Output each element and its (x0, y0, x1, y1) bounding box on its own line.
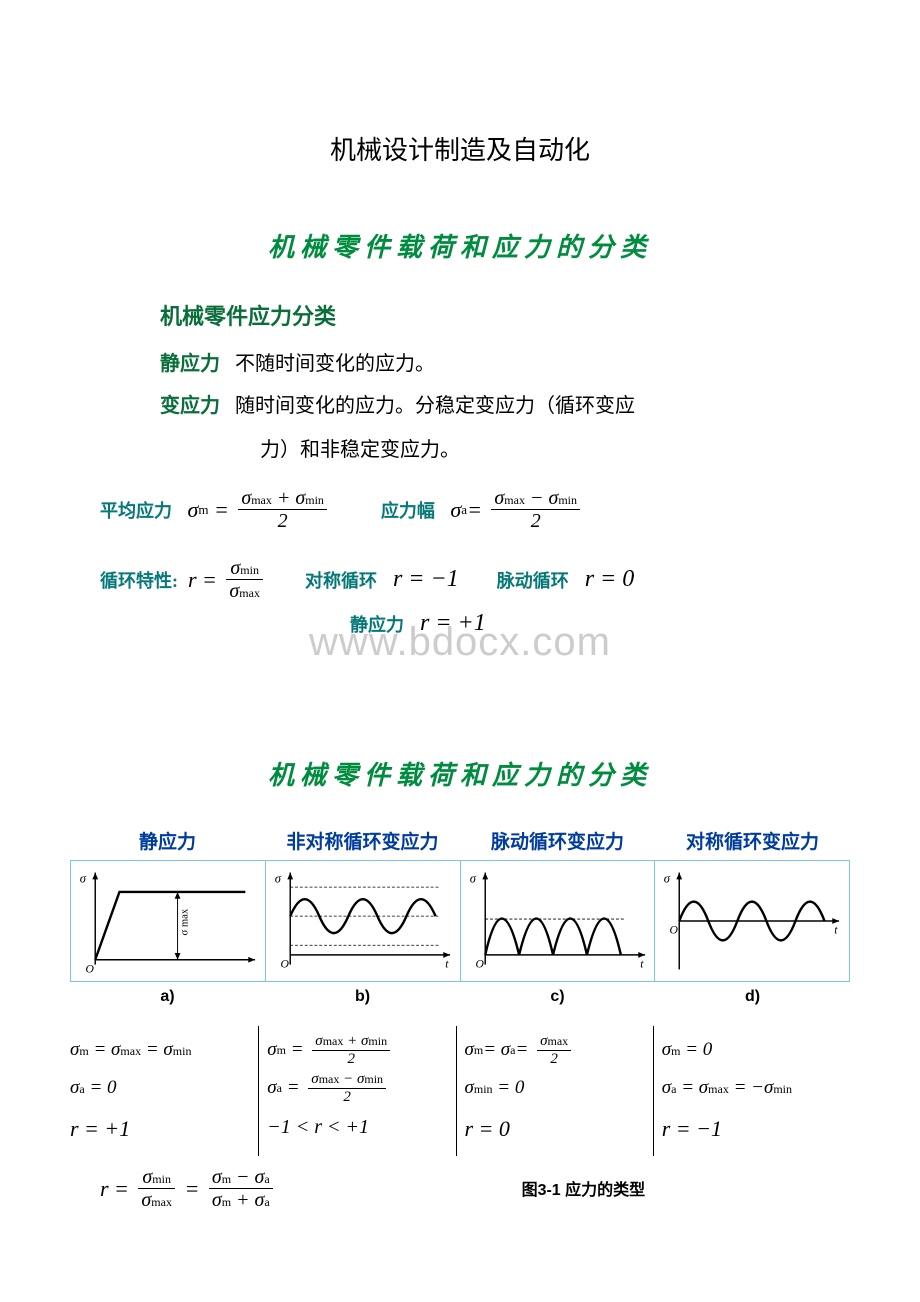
chart-row: σ O σ max σ O t σ O t (70, 860, 850, 982)
amp-label: 应力幅 (381, 497, 435, 523)
label-a: a) (70, 988, 265, 1006)
section-heading-2: 机械零件载荷和应力的分类 (70, 755, 850, 792)
svg-text:O: O (86, 962, 95, 975)
eq-col-b: σm = σmax + σmin2 σa = σmax − σmin2 −1 <… (259, 1026, 456, 1156)
svg-text:O: O (475, 958, 484, 971)
label-b: b) (265, 988, 460, 1006)
var-def-cont: 力）和非稳定变应力。 (260, 433, 850, 462)
mean-label: 平均应力 (100, 497, 172, 523)
variable-stress-def: 变应力 随时间变化的应力。分稳定变应力（循环变应 (160, 391, 850, 421)
svg-text:t: t (834, 924, 838, 937)
mean-formula: σm = σmax + σmin 2 (182, 487, 331, 532)
chart-headers: 静应力 非对称循环变应力 脉动循环变应力 对称循环变应力 (70, 827, 850, 854)
chart-a: σ O σ max (71, 861, 266, 981)
svg-text:σ max: σ max (179, 908, 190, 935)
eq-col-a: σm = σmax = σmin σa = 0 r = +1 (70, 1026, 259, 1156)
caption-row: r = σmin σmax = σm − σa σm + σa 图3-1 应力的… (70, 1156, 850, 1211)
bottom-formula: r = σmin σmax = σm − σa σm + σa (100, 1166, 277, 1211)
subsection-heading: 机械零件应力分类 (160, 299, 850, 331)
chart-c: σ O t (461, 861, 656, 981)
static-term: 静应力 (160, 349, 230, 379)
var-term: 变应力 (160, 391, 230, 421)
figure-caption: 图3-1 应力的类型 (317, 1176, 850, 1200)
pulse-label: 脉动循环 (497, 567, 569, 593)
sym-label: 对称循环 (305, 567, 377, 593)
section-heading-1: 机械零件载荷和应力的分类 (70, 227, 850, 264)
watermark: www.bdocx.com (0, 620, 920, 665)
r-formula: r = σmin σmax (188, 557, 267, 602)
chart-labels: a) b) c) d) (70, 988, 850, 1006)
equations-grid: σm = σmax = σmin σa = 0 r = +1 σm = σmax… (70, 1026, 850, 1156)
chart-b: σ O t (266, 861, 461, 981)
static-body: 不随时间变化的应力。 (235, 353, 435, 375)
amp-formula: σa = σmax − σmin 2 (445, 487, 584, 532)
r-zero: r = 0 (579, 566, 635, 593)
svg-text:O: O (280, 958, 289, 971)
mean-amp-formula: 平均应力 σm = σmax + σmin 2 应力幅 σa = σmax − … (100, 487, 850, 532)
cycle-formula-row: 循环特性: r = σmin σmax 对称循环 r = −1 脉动循环 r =… (100, 557, 850, 602)
static-stress-def: 静应力 不随时间变化的应力。 (160, 349, 850, 379)
cycle-label: 循环特性: (100, 567, 178, 593)
svg-text:O: O (670, 924, 679, 937)
label-c: c) (460, 988, 655, 1006)
header-pulse: 脉动循环变应力 (460, 827, 655, 854)
document-title: 机械设计制造及自动化 (70, 130, 850, 167)
chart-d: σ O t (655, 861, 849, 981)
label-d: d) (655, 988, 850, 1006)
eq-col-d: σm = 0 σa = σmax = −σmin r = −1 (654, 1026, 850, 1156)
svg-text:σ: σ (274, 871, 281, 885)
header-sym: 对称循环变应力 (655, 827, 850, 854)
header-static: 静应力 (70, 827, 265, 854)
svg-text:σ: σ (469, 871, 476, 885)
svg-text:σ: σ (80, 871, 87, 885)
svg-text:t: t (640, 958, 644, 971)
svg-text:t: t (445, 958, 449, 971)
var-body: 随时间变化的应力。分稳定变应力（循环变应 (235, 395, 635, 417)
r-minus-1: r = −1 (387, 566, 459, 593)
header-asym: 非对称循环变应力 (265, 827, 460, 854)
eq-col-c: σm = σa = σmax2 σmin = 0 r = 0 (457, 1026, 654, 1156)
svg-text:σ: σ (664, 871, 671, 885)
